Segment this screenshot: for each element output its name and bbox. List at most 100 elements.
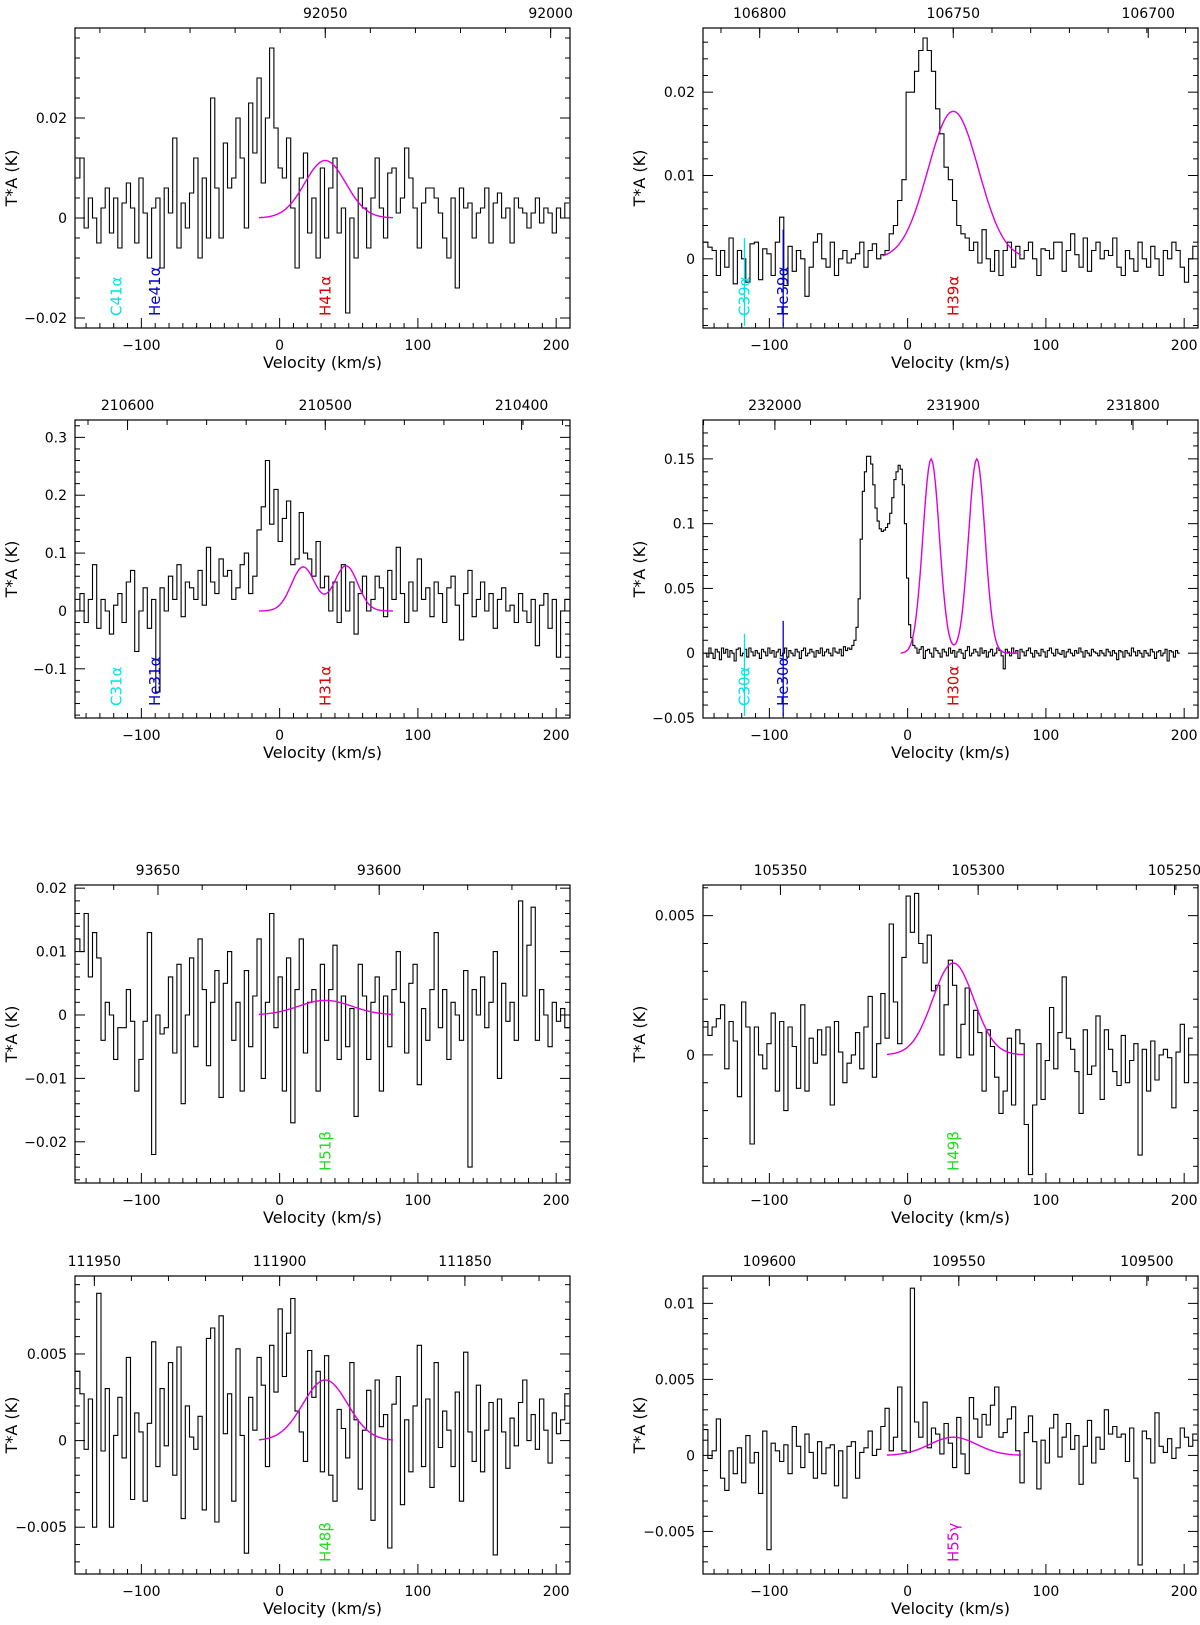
spectrum-line bbox=[703, 892, 1193, 1176]
freq-tick-label: 106700 bbox=[1121, 6, 1174, 22]
freq-tick-label: 92000 bbox=[528, 6, 573, 22]
line-label: H39α bbox=[944, 276, 962, 316]
y-axis-label: T*A (K) bbox=[2, 1006, 21, 1064]
x-tick-label: 0 bbox=[275, 1584, 284, 1600]
gaussian-fit bbox=[886, 962, 1026, 1056]
x-tick-label: −100 bbox=[122, 1584, 160, 1600]
x-tick-label: 100 bbox=[1033, 338, 1060, 354]
gaussian-fit bbox=[900, 457, 1019, 654]
x-tick-label: 200 bbox=[543, 338, 570, 354]
y-tick-label: −0.005 bbox=[643, 1524, 695, 1540]
x-tick-label: 200 bbox=[1171, 1584, 1198, 1600]
y-tick-label: 0.02 bbox=[36, 881, 67, 897]
line-label: H55γ bbox=[944, 1523, 962, 1562]
freq-tick-label: 111850 bbox=[438, 1254, 491, 1270]
y-tick-label: −0.1 bbox=[33, 662, 67, 678]
x-axis-label: Velocity (km/s) bbox=[263, 1599, 382, 1618]
y-tick-label: −0.02 bbox=[24, 311, 67, 327]
y-tick-label: 0 bbox=[58, 604, 67, 620]
line-label: C41α bbox=[107, 276, 125, 316]
plot-frame bbox=[702, 419, 1199, 719]
spectrum-line bbox=[703, 37, 1198, 297]
x-tick-label: −100 bbox=[750, 338, 788, 354]
spectrum-line bbox=[75, 900, 570, 1168]
panel-8: −100 0 100 200 109600 109550 109500 −0.005 0 0.00… bbox=[630, 1254, 1199, 1618]
x-tick-label: −100 bbox=[122, 338, 160, 354]
gaussian-fit bbox=[258, 999, 393, 1016]
freq-tick-label: 111900 bbox=[253, 1254, 306, 1270]
x-tick-label: 0 bbox=[903, 728, 912, 744]
y-axis-label: T*A (K) bbox=[630, 150, 649, 208]
y-tick-label: −0.005 bbox=[15, 1520, 67, 1536]
y-tick-label: 0 bbox=[686, 1048, 695, 1064]
freq-tick-label: 93600 bbox=[357, 863, 402, 879]
x-tick-label: 100 bbox=[1033, 1584, 1060, 1600]
x-axis-label: Velocity (km/s) bbox=[891, 353, 1010, 372]
y-axis-label: T*A (K) bbox=[630, 1397, 649, 1455]
plot-frame bbox=[74, 1275, 571, 1575]
panel-5: −100 0 100 200 93650 93600 −0.02 −0.01 0 0.01 0.02… bbox=[2, 863, 571, 1227]
x-tick-label: 100 bbox=[1033, 1193, 1060, 1209]
gaussian-fit bbox=[258, 1379, 394, 1441]
panel-4: −100 0 100 200 232000 231900 231800 −0.05 0 0.05 0… bbox=[630, 398, 1199, 762]
gaussian-fit bbox=[886, 1436, 1021, 1456]
line-label: H41α bbox=[316, 276, 334, 316]
plot-frame bbox=[702, 884, 1199, 1184]
gaussian-fit bbox=[258, 565, 393, 612]
y-axis-label: T*A (K) bbox=[2, 150, 21, 208]
gaussian-fit bbox=[258, 159, 393, 219]
spectrum-line bbox=[75, 459, 570, 693]
spectrum-line bbox=[75, 47, 570, 314]
x-tick-label: −100 bbox=[122, 1193, 160, 1209]
y-tick-label: 0.15 bbox=[664, 452, 695, 468]
line-label: H51β bbox=[316, 1131, 334, 1171]
line-label: He39α bbox=[774, 266, 792, 316]
freq-tick-label: 231900 bbox=[927, 398, 980, 414]
y-tick-label: 0.005 bbox=[27, 1347, 67, 1363]
freq-tick-label: 92050 bbox=[303, 6, 348, 22]
x-tick-label: 0 bbox=[903, 1193, 912, 1209]
plot-frame bbox=[74, 419, 571, 719]
x-axis-label: Velocity (km/s) bbox=[891, 743, 1010, 762]
line-label: H48β bbox=[316, 1522, 334, 1562]
freq-tick-label: 232000 bbox=[748, 398, 801, 414]
x-tick-label: 0 bbox=[903, 1584, 912, 1600]
x-tick-label: 200 bbox=[543, 1584, 570, 1600]
gaussian-fit bbox=[882, 110, 1022, 257]
y-axis-label: T*A (K) bbox=[2, 541, 21, 599]
plot-frame bbox=[74, 884, 571, 1184]
freq-tick-label: 210400 bbox=[495, 398, 548, 414]
x-tick-label: 200 bbox=[543, 1193, 570, 1209]
y-tick-label: 0 bbox=[58, 211, 67, 227]
y-axis-label: T*A (K) bbox=[2, 1397, 21, 1455]
x-tick-label: 100 bbox=[405, 338, 432, 354]
x-tick-label: 100 bbox=[405, 728, 432, 744]
y-tick-label: 0.01 bbox=[664, 1296, 695, 1312]
line-label: H30α bbox=[944, 666, 962, 706]
line-label: He41α bbox=[146, 266, 164, 316]
y-tick-label: 0.02 bbox=[664, 85, 695, 101]
x-tick-label: 0 bbox=[903, 338, 912, 354]
panel-3: −100 0 100 200 210600 210500 210400 −0.1 0 0.1 0.2… bbox=[2, 398, 571, 762]
y-tick-label: 0 bbox=[686, 1448, 695, 1464]
x-tick-label: 100 bbox=[405, 1193, 432, 1209]
freq-tick-label: 109600 bbox=[743, 1254, 796, 1270]
line-label: C30α bbox=[735, 666, 753, 706]
line-label: C31α bbox=[107, 666, 125, 706]
line-label: H49β bbox=[944, 1131, 962, 1171]
panel-1: −100 0 100 200 92050 92000 −0.02 0 0.02 Velocity … bbox=[2, 6, 573, 372]
y-tick-label: 0.01 bbox=[36, 945, 67, 961]
x-axis-label: Velocity (km/s) bbox=[263, 743, 382, 762]
panel-6: −100 0 100 200 105350 105300 105250 0 0.005 Veloc… bbox=[630, 863, 1200, 1227]
y-tick-label: 0.3 bbox=[45, 430, 67, 446]
x-axis-label: Velocity (km/s) bbox=[263, 1208, 382, 1227]
x-axis-label: Velocity (km/s) bbox=[891, 1208, 1010, 1227]
freq-tick-label: 105250 bbox=[1148, 863, 1200, 879]
x-tick-label: −100 bbox=[122, 728, 160, 744]
x-tick-label: 0 bbox=[275, 728, 284, 744]
x-tick-label: 200 bbox=[1171, 1193, 1198, 1209]
x-tick-label: −100 bbox=[750, 728, 788, 744]
y-tick-label: 0.05 bbox=[664, 581, 695, 597]
freq-tick-label: 111950 bbox=[68, 1254, 121, 1270]
